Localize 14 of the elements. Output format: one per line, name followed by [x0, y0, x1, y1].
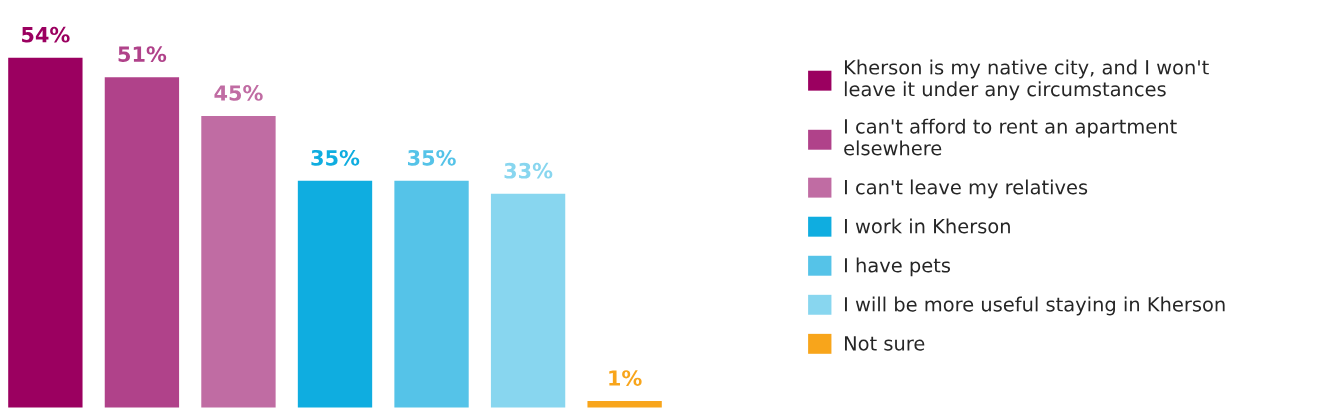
legend-label: I have pets	[845, 257, 951, 277]
data-label: 35%	[311, 149, 360, 166]
legend-label: I will be more useful staying in Kherson	[845, 296, 1225, 316]
data-label: 45%	[214, 85, 263, 101]
data-label: 33%	[504, 162, 553, 179]
data-label: 51%	[118, 46, 167, 62]
legend-label: Kherson is my native city, and I won't leave it under any circumstances	[844, 59, 1209, 101]
legend-label: I work in Kherson	[845, 218, 1010, 234]
data-label: 1%	[609, 370, 642, 386]
legend-label: I can't afford to rent an apartment elsewhere	[844, 118, 1177, 156]
legend-label: Not sure	[845, 336, 925, 351]
data-label: 35%	[408, 149, 456, 166]
data-label: 54%	[22, 26, 70, 43]
legend-label: I can't leave my relatives	[845, 179, 1088, 199]
